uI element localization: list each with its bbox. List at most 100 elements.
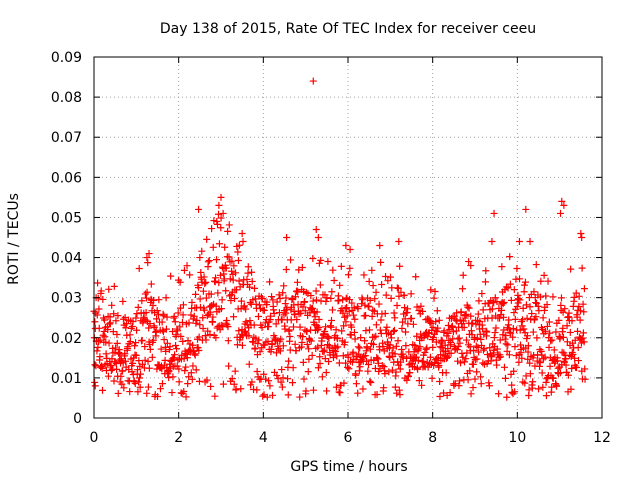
data-point — [309, 297, 317, 305]
data-point — [456, 377, 464, 385]
data-point — [257, 293, 265, 301]
data-point — [435, 316, 443, 324]
data-point — [361, 337, 369, 345]
data-point — [270, 306, 278, 314]
data-point — [254, 313, 262, 321]
data-point — [490, 299, 498, 307]
data-point — [518, 317, 526, 325]
data-point — [322, 297, 330, 305]
data-point — [485, 379, 493, 387]
data-point — [507, 329, 515, 337]
data-point — [356, 363, 364, 371]
data-point — [179, 311, 187, 319]
data-point — [286, 332, 294, 340]
y-tick-label: 0.01 — [51, 371, 82, 387]
data-point — [120, 384, 128, 392]
data-point — [339, 309, 347, 317]
data-point — [122, 324, 130, 332]
data-point — [150, 323, 158, 331]
data-point — [126, 331, 134, 339]
data-point — [419, 307, 427, 315]
y-tick-label: 0.05 — [51, 210, 82, 226]
data-point — [303, 340, 311, 348]
data-point — [214, 289, 222, 297]
y-tick-label: 0.03 — [51, 291, 82, 307]
data-point — [242, 305, 250, 313]
data-point — [542, 392, 550, 400]
data-point — [344, 363, 352, 371]
x-axis-label: GPS time / hours — [290, 459, 407, 475]
data-point — [97, 287, 105, 295]
data-point — [579, 329, 587, 337]
data-point — [542, 292, 550, 300]
y-tick-label: 0.04 — [51, 251, 82, 267]
data-point — [248, 268, 256, 276]
data-point — [411, 341, 419, 349]
data-point — [469, 384, 477, 392]
data-point — [394, 284, 402, 292]
data-point — [433, 328, 441, 336]
x-tick-label: 10 — [508, 430, 526, 446]
data-point — [252, 335, 260, 343]
data-point — [575, 292, 583, 300]
data-point — [281, 325, 289, 333]
data-point — [509, 333, 517, 341]
data-point — [327, 294, 335, 302]
data-point — [488, 314, 496, 322]
data-point — [347, 323, 355, 331]
data-point — [533, 334, 541, 342]
data-point — [457, 359, 465, 367]
data-point — [572, 289, 580, 297]
data-point — [195, 284, 203, 292]
data-point — [423, 344, 431, 352]
data-point — [196, 295, 204, 303]
data-point — [344, 353, 352, 361]
data-point — [427, 319, 435, 327]
data-point — [230, 262, 238, 270]
data-point — [474, 310, 482, 318]
data-point — [505, 316, 513, 324]
data-points — [90, 77, 589, 401]
data-point — [415, 306, 423, 314]
data-point — [372, 321, 380, 329]
data-point — [361, 301, 369, 309]
data-point — [203, 376, 211, 384]
data-point — [506, 328, 514, 336]
data-point — [571, 354, 579, 362]
data-point — [113, 365, 121, 373]
data-point — [176, 278, 184, 286]
data-point — [183, 262, 191, 270]
data-point — [313, 308, 321, 316]
data-point — [165, 374, 173, 382]
data-point — [435, 361, 443, 369]
data-point — [520, 288, 528, 296]
data-point — [95, 324, 103, 332]
data-point — [238, 341, 246, 349]
data-point — [567, 385, 575, 393]
data-point — [332, 326, 340, 334]
data-point — [396, 391, 404, 399]
data-point — [305, 355, 313, 363]
data-point — [377, 258, 385, 266]
data-point — [355, 350, 363, 358]
data-point — [529, 328, 537, 336]
data-point — [462, 336, 470, 344]
data-point — [528, 384, 536, 392]
data-point — [504, 341, 512, 349]
data-point — [342, 359, 350, 367]
data-point — [443, 353, 451, 361]
data-point — [433, 355, 441, 363]
data-point — [327, 323, 335, 331]
data-point — [516, 326, 524, 334]
data-point — [554, 357, 562, 365]
data-point — [135, 357, 143, 365]
data-point — [449, 328, 457, 336]
data-point — [260, 306, 268, 314]
data-point — [560, 201, 568, 209]
data-point — [339, 352, 347, 360]
data-point — [475, 348, 483, 356]
data-point — [341, 338, 349, 346]
data-point — [502, 340, 510, 348]
data-point — [263, 298, 271, 306]
data-point — [390, 326, 398, 334]
